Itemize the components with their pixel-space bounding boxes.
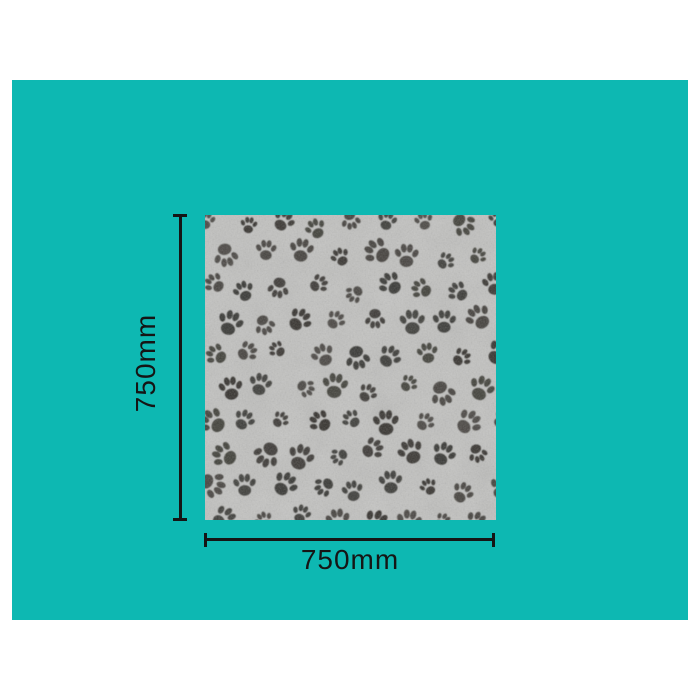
vertical-dimension-cap-bottom <box>173 518 187 521</box>
horizontal-dimension-line <box>205 538 495 541</box>
vertical-dimension-line <box>179 215 182 520</box>
horizontal-dimension-cap-right <box>492 533 495 547</box>
fabric-swatch-photo <box>205 215 496 520</box>
fabric-grain-texture <box>205 215 496 520</box>
vertical-dimension-cap-top <box>173 214 187 217</box>
horizontal-dimension-label: 750mm <box>300 544 400 575</box>
vertical-dimension-label: 750mm <box>130 313 161 413</box>
horizontal-dimension-cap-left <box>204 533 207 547</box>
